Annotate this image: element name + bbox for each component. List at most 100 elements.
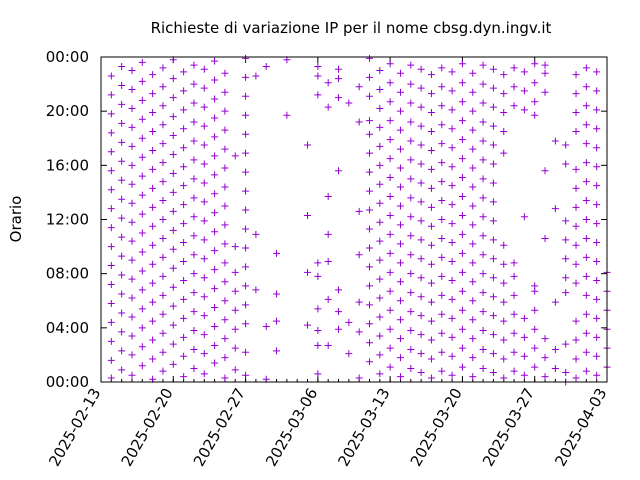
data-point: [242, 244, 250, 252]
data-point: [500, 336, 508, 344]
data-point: [242, 73, 250, 81]
data-point: [242, 225, 250, 233]
data-point: [355, 83, 363, 91]
data-point: [138, 153, 146, 161]
data-point: [149, 127, 157, 135]
data-point: [396, 126, 404, 134]
data-point: [138, 305, 146, 313]
data-point: [469, 164, 477, 172]
data-point: [200, 350, 208, 358]
data-point: [396, 183, 404, 191]
data-point: [417, 312, 425, 320]
data-point: [231, 268, 239, 276]
data-point: [396, 107, 404, 115]
data-point: [417, 198, 425, 206]
data-point: [118, 271, 126, 279]
data-point: [510, 329, 518, 337]
data-point: [180, 220, 188, 228]
data-point: [417, 141, 425, 149]
data-point: [107, 374, 115, 382]
data-point: [386, 174, 394, 182]
data-point: [438, 197, 446, 205]
data-point: [407, 289, 415, 297]
plot-frame: [100, 56, 608, 383]
data-point: [510, 102, 518, 110]
data-point: [582, 197, 590, 205]
data-point: [386, 136, 394, 144]
data-point: [107, 356, 115, 364]
data-point: [582, 234, 590, 242]
data-point: [489, 141, 497, 149]
data-point: [335, 308, 343, 316]
data-point: [200, 217, 208, 225]
data-point: [458, 117, 466, 125]
data-point: [107, 262, 115, 270]
data-point: [324, 192, 332, 200]
data-point: [489, 255, 497, 263]
data-point: [458, 325, 466, 333]
data-point: [324, 103, 332, 111]
data-point: [593, 276, 601, 284]
data-point: [407, 308, 415, 316]
y-tick-label: 04:00: [46, 319, 89, 337]
data-point: [500, 241, 508, 249]
data-point: [407, 232, 415, 240]
data-point: [107, 205, 115, 213]
data-point: [335, 167, 343, 175]
data-point: [221, 316, 229, 324]
data-point: [365, 149, 373, 157]
data-point: [211, 190, 219, 198]
data-point: [118, 214, 126, 222]
data-point: [438, 216, 446, 223]
data-point: [582, 291, 590, 299]
data-point: [520, 314, 528, 322]
data-point: [427, 241, 435, 249]
data-point: [159, 253, 167, 261]
data-point: [531, 363, 539, 371]
data-point: [438, 140, 446, 148]
data-point: [180, 257, 188, 265]
data-point: [531, 79, 539, 87]
data-point: [211, 228, 219, 236]
data-point: [365, 263, 373, 271]
data-point: [138, 248, 146, 256]
data-point: [107, 148, 115, 156]
data-point: [159, 329, 167, 337]
data-point: [190, 137, 198, 145]
data-point: [479, 364, 487, 372]
data-point: [200, 274, 208, 282]
data-point: [314, 370, 322, 378]
data-point: [231, 306, 239, 314]
data-point: [159, 83, 167, 91]
data-point: [417, 217, 425, 225]
data-point: [335, 65, 343, 73]
data-point: [365, 73, 373, 81]
data-point: [200, 331, 208, 339]
data-point: [180, 295, 188, 303]
data-point: [107, 281, 115, 288]
data-point: [396, 278, 404, 286]
data-point: [448, 352, 456, 360]
data-point: [593, 144, 601, 152]
data-point: [190, 270, 198, 278]
data-point: [221, 240, 229, 248]
data-point: [458, 344, 466, 352]
data-point: [138, 229, 146, 237]
data-point: [386, 60, 394, 68]
data-point: [572, 203, 580, 211]
data-point: [582, 159, 590, 167]
data-point: [314, 72, 322, 80]
data-point: [118, 252, 126, 260]
data-point: [200, 84, 208, 92]
data-point: [159, 348, 167, 356]
data-point: [138, 343, 146, 351]
data-point: [107, 129, 115, 137]
data-point: [572, 317, 580, 325]
data-point: [159, 121, 167, 129]
data-point: [376, 313, 384, 321]
data-point: [396, 164, 404, 172]
data-point: [304, 321, 312, 329]
data-point: [438, 291, 446, 299]
data-point: [448, 144, 456, 152]
data-point: [438, 310, 446, 318]
